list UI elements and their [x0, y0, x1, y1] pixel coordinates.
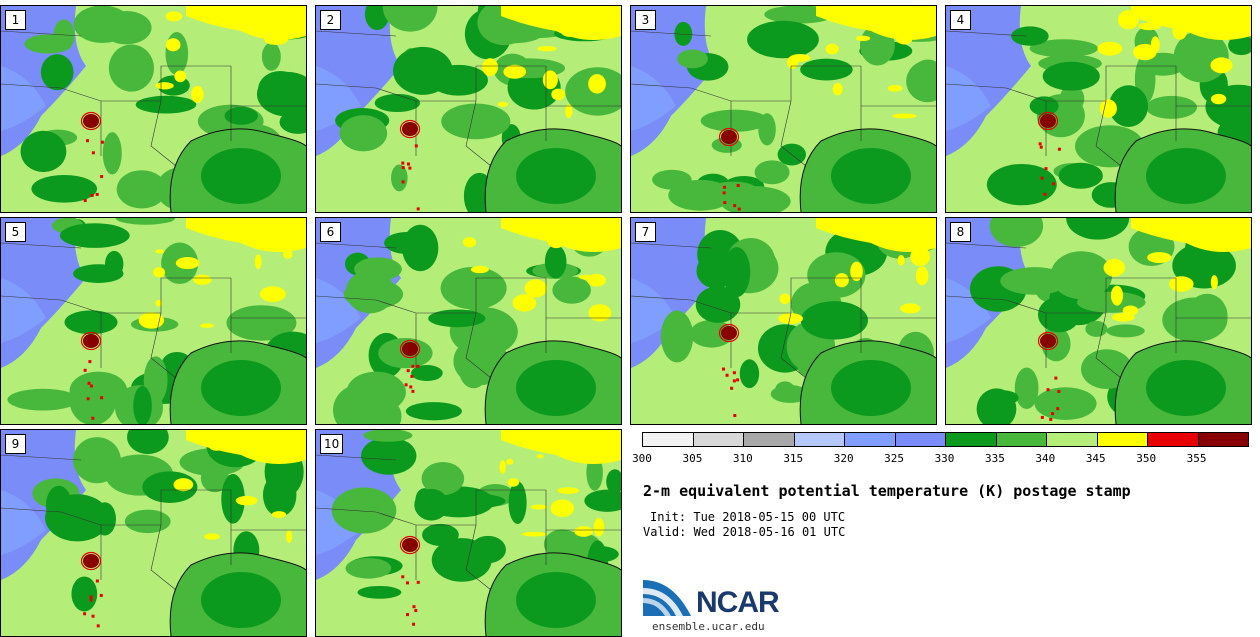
member-number: 4	[950, 10, 971, 30]
member-number: 5	[5, 222, 26, 242]
logo-url: ensemble.ucar.edu	[652, 620, 765, 633]
member-map	[1, 6, 306, 212]
colorbar-segment	[794, 433, 845, 446]
member-map	[946, 6, 1251, 212]
colorbar-tick-label: 340	[1035, 452, 1056, 465]
colorbar-tick-label: 330	[934, 452, 955, 465]
member-number: 8	[950, 222, 971, 242]
member-map	[316, 218, 621, 424]
ncar-logo-icon	[643, 580, 691, 616]
colorbar-tick-label: 320	[833, 452, 854, 465]
colorbar-segment	[693, 433, 744, 446]
colorbar	[642, 432, 1249, 447]
figure-title: 2-m equivalent potential temperature (K)…	[643, 482, 1131, 500]
colorbar-tick-label: 315	[783, 452, 804, 465]
colorbar-segment	[1148, 433, 1199, 446]
colorbar-tick-label: 345	[1085, 452, 1106, 465]
colorbar-tick-label: 325	[884, 452, 905, 465]
colorbar-segment	[1047, 433, 1098, 446]
postage-stamp-panel-6: 6	[315, 217, 622, 425]
colorbar-tick-label: 350	[1136, 452, 1157, 465]
member-map	[946, 218, 1251, 424]
postage-stamp-panel-8: 8	[945, 217, 1252, 425]
postage-stamp-panel-4: 4	[945, 5, 1252, 213]
member-map	[631, 218, 936, 424]
init-time: Init: Tue 2018-05-15 00 UTC	[650, 510, 846, 524]
member-map	[316, 430, 621, 636]
colorbar-tick-label: 335	[984, 452, 1005, 465]
colorbar-segment	[643, 433, 694, 446]
member-map	[631, 6, 936, 212]
postage-stamp-panel-2: 2	[315, 5, 622, 213]
member-number: 7	[635, 222, 656, 242]
postage-stamp-panel-10: 10	[315, 429, 622, 637]
member-number: 9	[5, 434, 26, 454]
member-number: 2	[320, 10, 341, 30]
member-number: 10	[320, 434, 344, 454]
colorbar-segment	[845, 433, 896, 446]
member-map	[1, 218, 306, 424]
colorbar-segment	[946, 433, 997, 446]
colorbar-segment	[895, 433, 946, 446]
colorbar-segment	[1097, 433, 1148, 446]
colorbar-tick-label: 305	[682, 452, 703, 465]
member-number: 6	[320, 222, 341, 242]
member-map	[1, 430, 306, 636]
postage-stamp-panel-1: 1	[0, 5, 307, 213]
postage-stamp-panel-5: 5	[0, 217, 307, 425]
colorbar-segment	[996, 433, 1047, 446]
postage-stamp-panel-9: 9	[0, 429, 307, 637]
ncar-logo-text: NCAR	[696, 586, 780, 619]
colorbar-tick-label: 300	[632, 452, 652, 465]
valid-time: Valid: Wed 2018-05-16 01 UTC	[643, 525, 846, 539]
colorbar-tick-label: 355	[1186, 452, 1207, 465]
postage-stamp-panel-7: 7	[630, 217, 937, 425]
colorbar-segment	[744, 433, 795, 446]
colorbar-tick-label: 310	[732, 452, 753, 465]
postage-stamp-panel-3: 3	[630, 5, 937, 213]
colorbar-segment	[1198, 433, 1248, 446]
member-number: 3	[635, 10, 656, 30]
member-map	[316, 6, 621, 212]
member-number: 1	[5, 10, 26, 30]
